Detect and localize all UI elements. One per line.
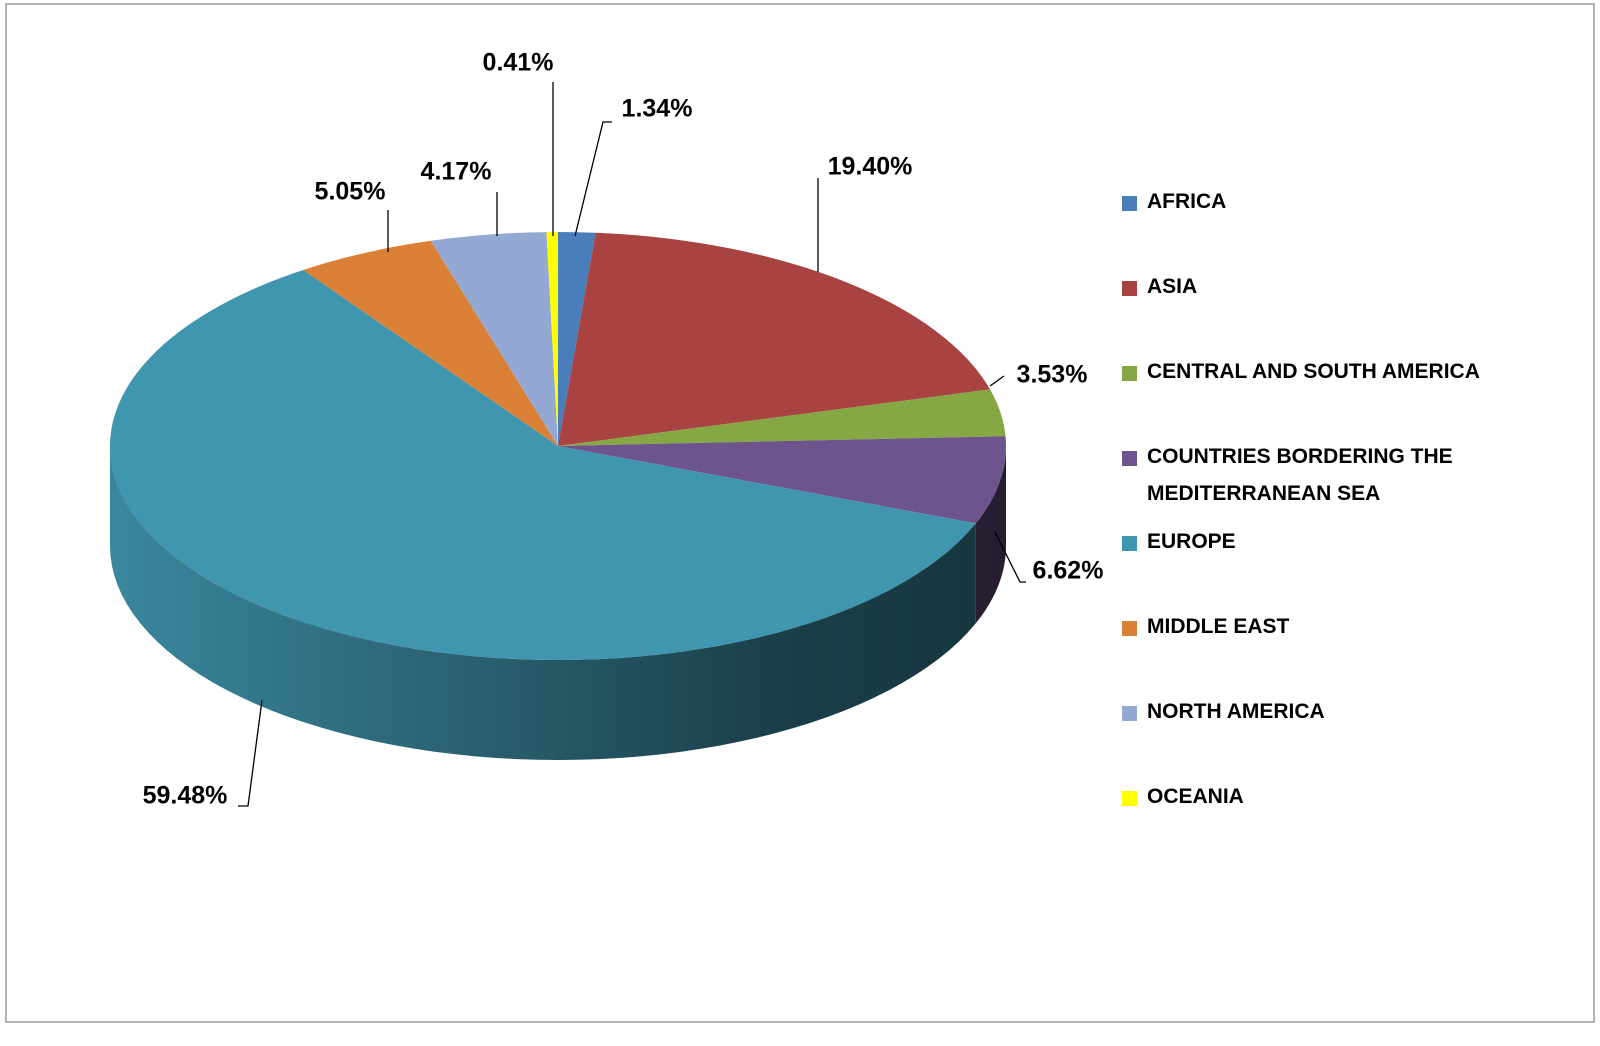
legend-swatch [1122,536,1137,551]
leader-line [238,699,263,807]
legend-label: OCEANIA [1147,785,1244,808]
chart-frame [5,3,1595,1023]
legend-swatch [1122,621,1137,636]
legend-swatch [1122,366,1137,381]
slice [558,436,1007,524]
data-label: 5.05% [315,178,386,206]
legend-item: CENTRAL AND SOUTH AMERICA [1122,360,1547,390]
slice [546,232,558,446]
data-label: 19.40% [828,153,913,181]
slice [303,240,558,446]
slice-side [975,446,1006,624]
slice-side [110,446,976,760]
legend-swatch [1122,196,1137,211]
legend-swatch [1122,706,1137,721]
legend-item: NORTH AMERICA [1122,700,1547,730]
data-label: 1.34% [622,95,693,123]
legend-item: OCEANIA [1122,785,1547,815]
data-label: 3.53% [1017,361,1088,389]
data-label: 59.48% [143,782,228,810]
leader-line [574,121,612,237]
legend-item: AFRICA [1122,190,1547,220]
legend-label: MIDDLE EAST [1147,615,1290,638]
legend-label: COUNTRIES BORDERING THE MEDITERRANEAN SE… [1147,445,1453,505]
slice [558,232,991,446]
data-label: 4.17% [421,158,492,186]
legend-item: ASIA [1122,275,1547,305]
legend-swatch [1122,791,1137,806]
data-label: 0.41% [483,49,554,77]
leader-line [989,375,1005,387]
slice [110,269,976,661]
leader-line [994,531,1026,583]
legend-swatch [1122,281,1137,296]
slice [558,232,596,446]
data-label: 6.62% [1033,557,1104,585]
legend-swatch [1122,451,1137,466]
slice [558,389,1006,446]
slice [430,232,558,446]
legend-label: CENTRAL AND SOUTH AMERICA [1147,360,1480,383]
legend-label: ASIA [1147,275,1198,298]
legend-item: EUROPE [1122,530,1547,560]
legend-item: MIDDLE EAST [1122,615,1547,645]
legend-item: COUNTRIES BORDERING THE MEDITERRANEAN SE… [1122,445,1547,512]
legend-label: NORTH AMERICA [1147,700,1325,723]
legend-label: AFRICA [1147,190,1227,213]
legend-label: EUROPE [1147,530,1236,553]
